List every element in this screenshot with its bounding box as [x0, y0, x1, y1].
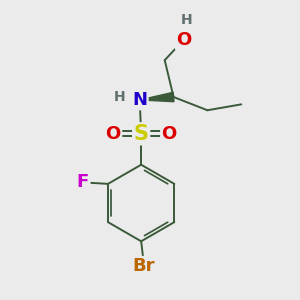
Text: S: S [134, 124, 149, 144]
Text: N: N [132, 91, 147, 109]
Text: O: O [106, 125, 121, 143]
Polygon shape [140, 92, 174, 102]
Text: F: F [77, 173, 89, 191]
Text: O: O [176, 31, 191, 49]
Text: O: O [161, 125, 177, 143]
Text: Br: Br [133, 257, 155, 275]
Text: H: H [114, 90, 125, 104]
Text: H: H [181, 14, 193, 27]
